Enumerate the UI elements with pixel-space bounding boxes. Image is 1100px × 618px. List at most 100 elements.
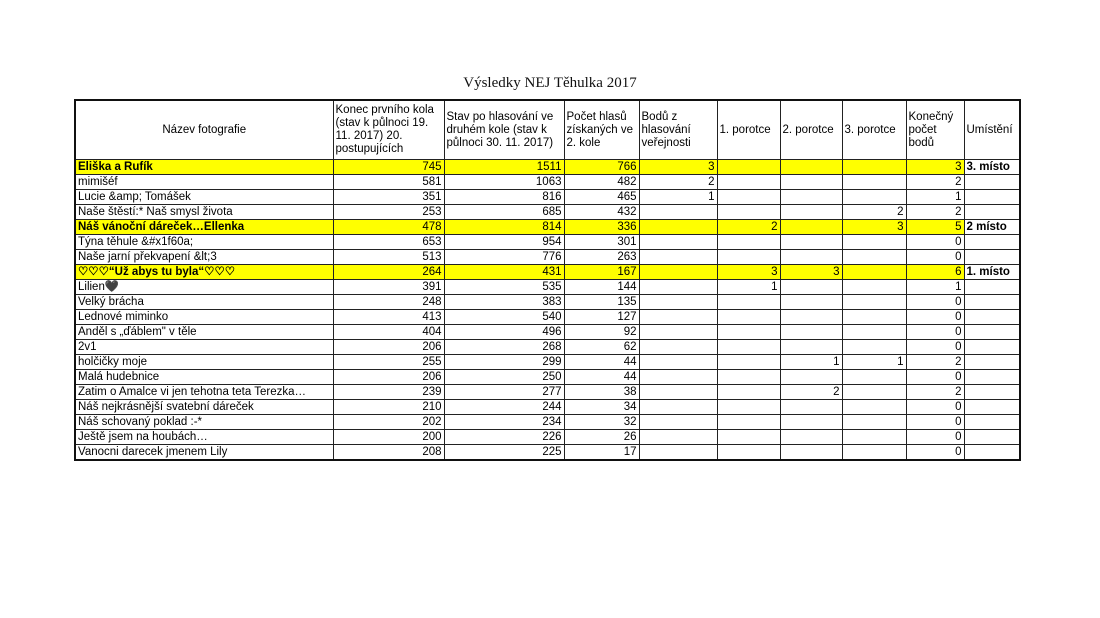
table-row: Malá hudebnice 206 250 44 0 xyxy=(74,369,1021,385)
placement-cell xyxy=(963,309,1021,325)
placement-cell: 2 místo xyxy=(963,219,1021,235)
document-title: Výsledky NEJ Těhulka 2017 xyxy=(463,75,637,91)
placement-cell xyxy=(963,324,1021,340)
value-cell xyxy=(638,324,718,340)
value-cell xyxy=(638,219,718,235)
value-cell xyxy=(841,264,907,280)
value-cell: 206 xyxy=(332,339,445,355)
results-table: Název fotografie Konec prvního kola (stav… xyxy=(74,99,1021,461)
value-cell: 255 xyxy=(332,354,445,370)
photo-name-cell: Vanocni darecek jmenem Lily xyxy=(74,444,334,461)
table-row: Lednové miminko 413 540 127 0 xyxy=(74,309,1021,325)
value-cell: 0 xyxy=(905,309,965,325)
value-cell: 1 xyxy=(716,279,781,295)
value-cell xyxy=(638,234,718,250)
value-cell: 250 xyxy=(443,369,565,385)
column-header: Konec prvního kola (stav k půlnoci 19. 1… xyxy=(332,99,445,160)
value-cell xyxy=(716,369,781,385)
value-cell: 482 xyxy=(563,174,640,190)
value-cell xyxy=(841,444,907,461)
table-row: Anděl s „ďáblem" v těle 404 496 92 0 xyxy=(74,324,1021,340)
value-cell xyxy=(638,399,718,415)
placement-cell xyxy=(963,189,1021,205)
value-cell: 127 xyxy=(563,309,640,325)
value-cell xyxy=(841,429,907,445)
value-cell: 391 xyxy=(332,279,445,295)
value-cell xyxy=(716,204,781,220)
value-cell xyxy=(716,159,781,175)
value-cell: 745 xyxy=(332,159,445,175)
table-row: Lucie &amp; Tomášek 351 816 465 1 1 xyxy=(74,189,1021,205)
value-cell: 1511 xyxy=(443,159,565,175)
value-cell: 1 xyxy=(841,354,907,370)
value-cell: 2 xyxy=(905,174,965,190)
value-cell: 62 xyxy=(563,339,640,355)
value-cell: 2 xyxy=(841,204,907,220)
value-cell xyxy=(779,159,843,175)
value-cell: 0 xyxy=(905,444,965,461)
table-row: Vanocni darecek jmenem Lily 208 225 17 0 xyxy=(74,444,1021,461)
placement-cell xyxy=(963,279,1021,295)
value-cell: 202 xyxy=(332,414,445,430)
value-cell: 6 xyxy=(905,264,965,280)
value-cell: 0 xyxy=(905,429,965,445)
photo-name-cell: Náš vánoční dáreček…Ellenka xyxy=(74,219,334,235)
photo-name-cell: 2v1 xyxy=(74,339,334,355)
value-cell xyxy=(841,234,907,250)
value-cell: 351 xyxy=(332,189,445,205)
photo-name-cell: Lednové miminko xyxy=(74,309,334,325)
placement-cell xyxy=(963,174,1021,190)
placement-cell xyxy=(963,384,1021,400)
table-row: Náš schovaný poklad :-* 202 234 32 0 xyxy=(74,414,1021,430)
table-row: Náš nejkrásnější svatební dáreček 210 244 3… xyxy=(74,399,1021,415)
value-cell: 0 xyxy=(905,369,965,385)
placement-cell xyxy=(963,369,1021,385)
value-cell: 0 xyxy=(905,339,965,355)
value-cell xyxy=(779,324,843,340)
value-cell xyxy=(779,174,843,190)
value-cell xyxy=(716,294,781,310)
value-cell xyxy=(716,309,781,325)
value-cell: 1 xyxy=(638,189,718,205)
value-cell: 432 xyxy=(563,204,640,220)
placement-cell: 3. místo xyxy=(963,159,1021,175)
value-cell xyxy=(716,429,781,445)
value-cell: 167 xyxy=(563,264,640,280)
value-cell xyxy=(841,399,907,415)
value-cell: 0 xyxy=(905,249,965,265)
value-cell: 776 xyxy=(443,249,565,265)
value-cell xyxy=(638,429,718,445)
value-cell: 0 xyxy=(905,399,965,415)
value-cell xyxy=(716,444,781,461)
value-cell: 816 xyxy=(443,189,565,205)
table-row: Eliška a Rufík 745 1511 766 3 3 3. místo xyxy=(74,159,1021,175)
value-cell: 2 xyxy=(905,384,965,400)
value-cell: 301 xyxy=(563,234,640,250)
value-cell: 496 xyxy=(443,324,565,340)
value-cell xyxy=(779,279,843,295)
table-row: Velký brácha 248 383 135 0 xyxy=(74,294,1021,310)
value-cell xyxy=(716,354,781,370)
value-cell: 44 xyxy=(563,369,640,385)
column-header: Stav po hlasování ve druhém kole (stav k… xyxy=(443,99,565,160)
value-cell: 1 xyxy=(905,189,965,205)
placement-cell xyxy=(963,294,1021,310)
photo-name-cell: Náš schovaný poklad :-* xyxy=(74,414,334,430)
value-cell xyxy=(779,414,843,430)
value-cell xyxy=(716,249,781,265)
value-cell xyxy=(638,264,718,280)
value-cell xyxy=(779,249,843,265)
value-cell xyxy=(841,249,907,265)
value-cell: 3 xyxy=(905,159,965,175)
value-cell: 581 xyxy=(332,174,445,190)
value-cell xyxy=(841,279,907,295)
value-cell xyxy=(638,309,718,325)
placement-cell xyxy=(963,204,1021,220)
value-cell: 3 xyxy=(638,159,718,175)
photo-name-cell: Týna těhule &#x1f60a; xyxy=(74,234,334,250)
photo-name-cell: mimišéf xyxy=(74,174,334,190)
value-cell: 5 xyxy=(905,219,965,235)
value-cell xyxy=(779,339,843,355)
value-cell: 200 xyxy=(332,429,445,445)
value-cell: 277 xyxy=(443,384,565,400)
